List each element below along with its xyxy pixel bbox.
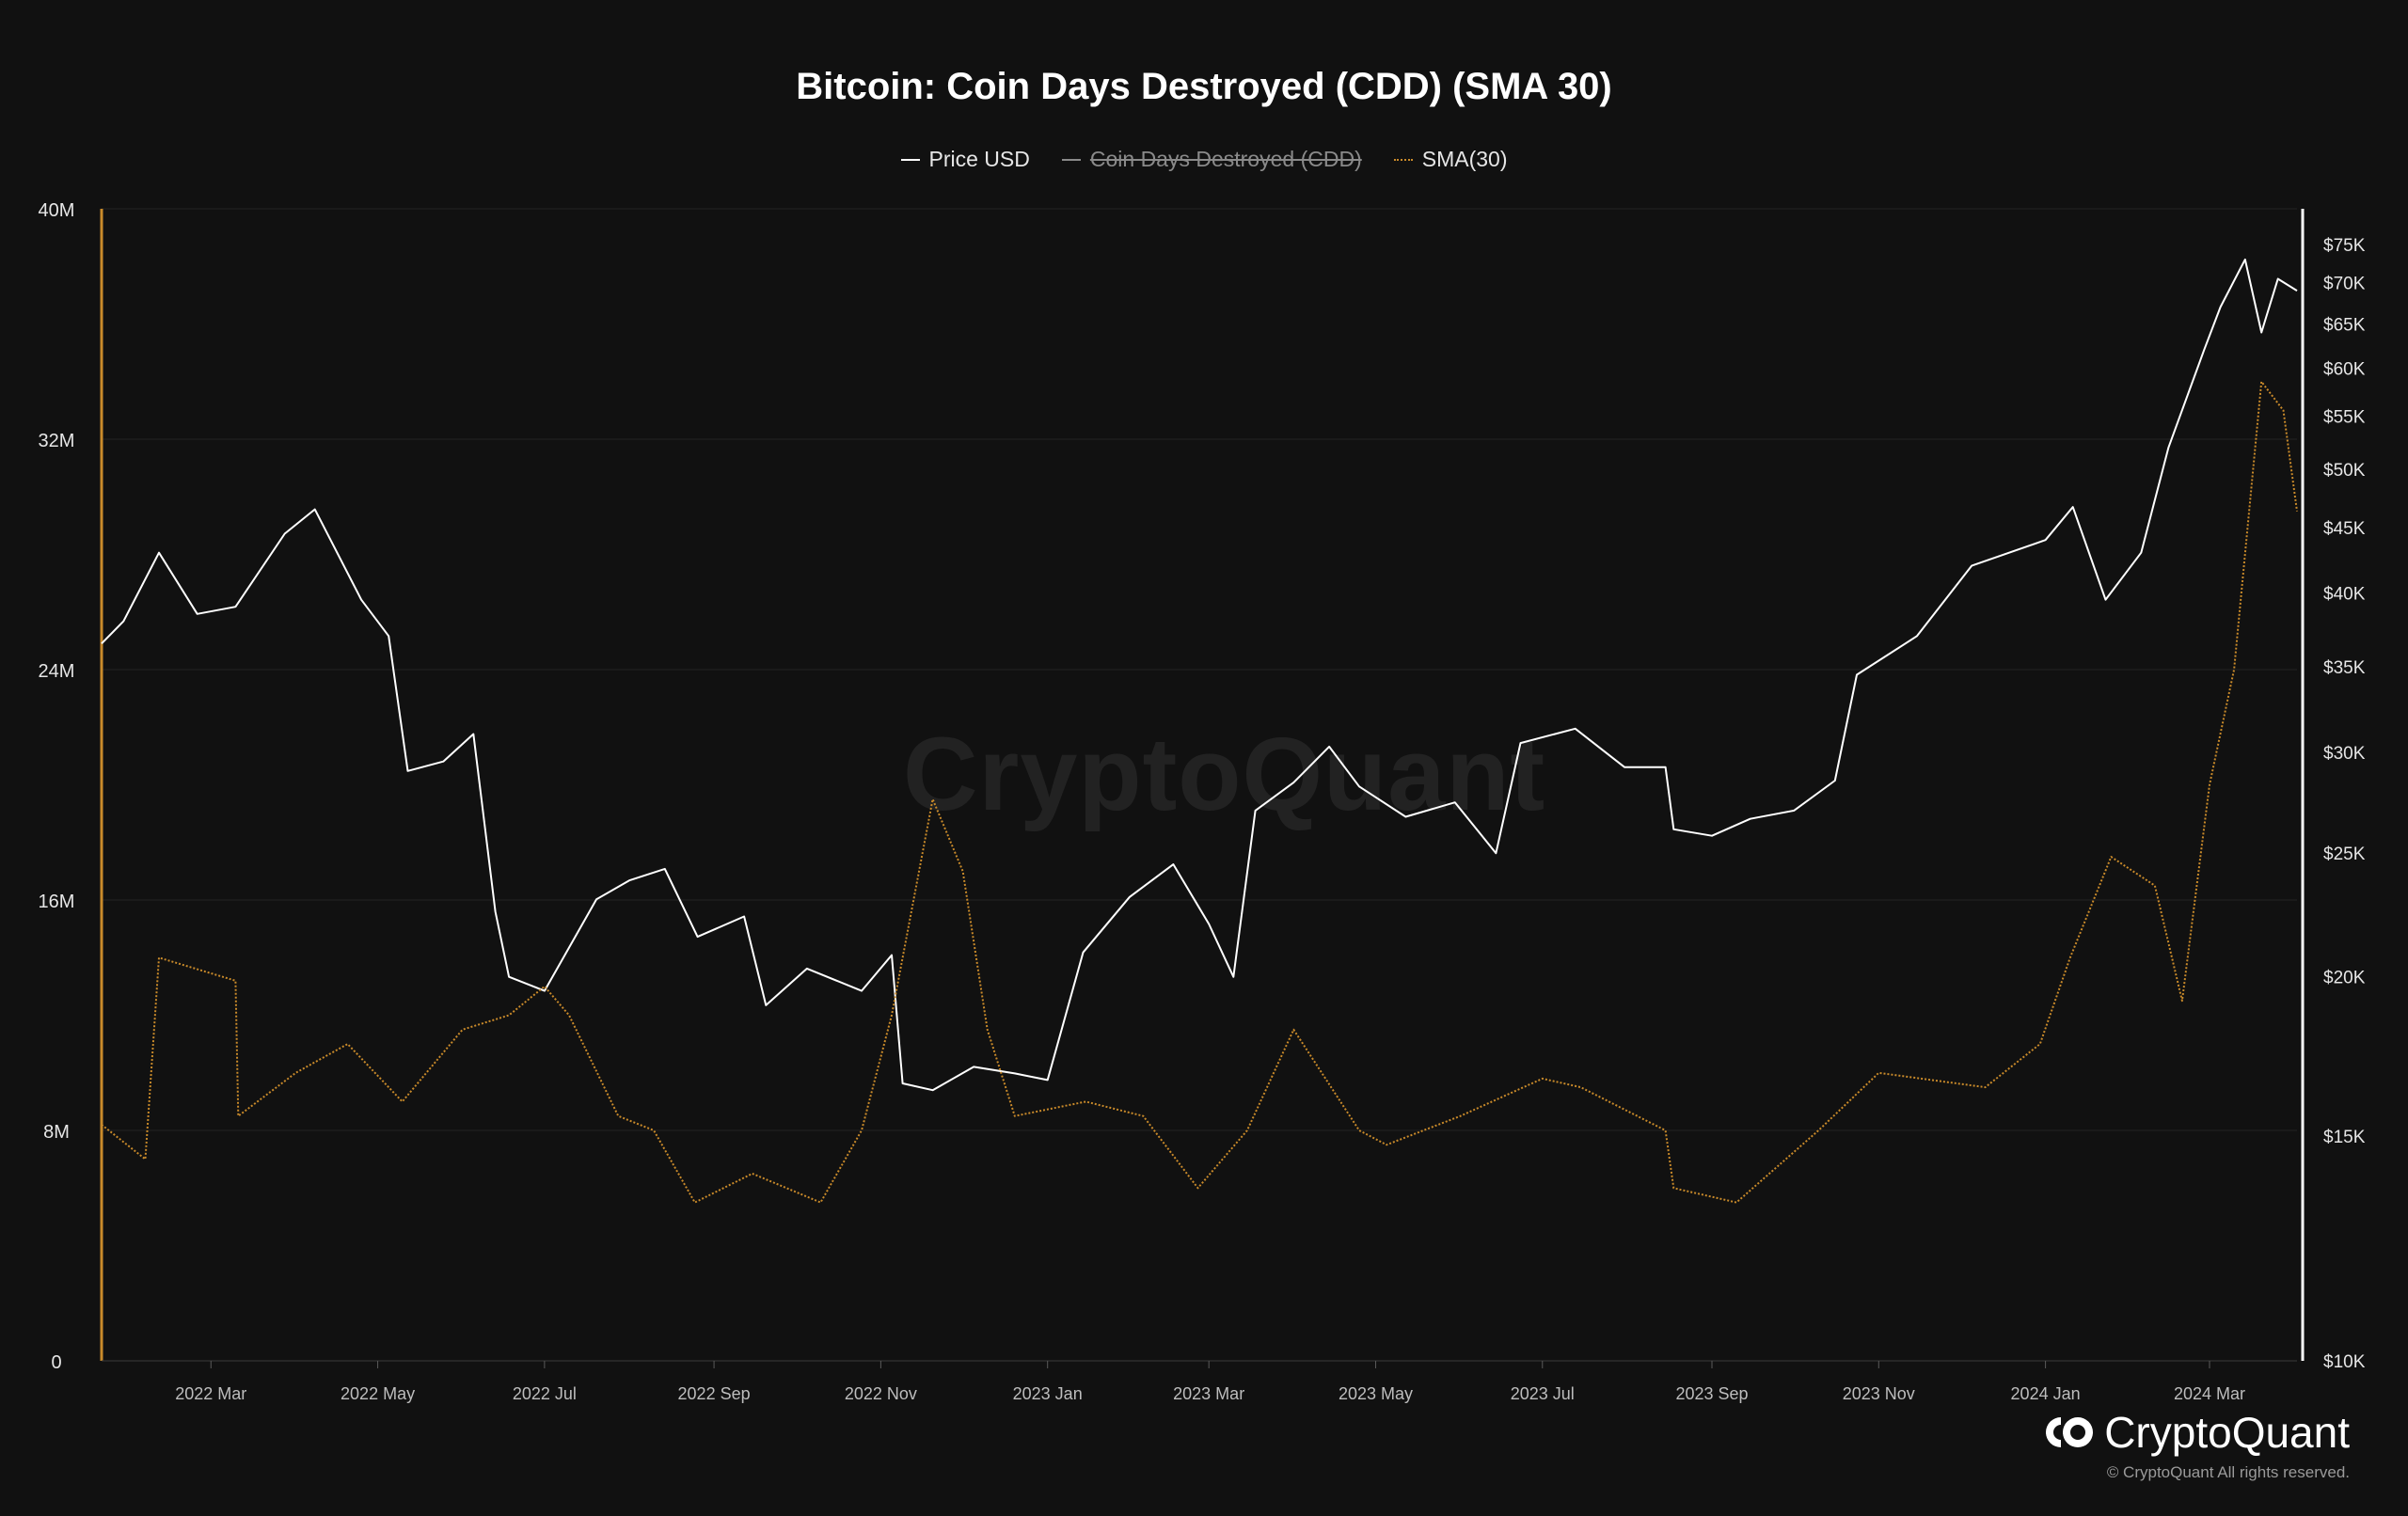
right-tick-label: $15K <box>2323 1128 2366 1147</box>
right-tick-label: $20K <box>2323 969 2366 988</box>
right-tick-label: $35K <box>2323 658 2366 678</box>
left-tick-label: 0 <box>51 1352 61 1373</box>
x-tick-label: 2023 Mar <box>1173 1384 1244 1403</box>
legend-item-cdd[interactable]: Coin Days Destroyed (CDD) <box>1061 147 1362 172</box>
x-tick-label: 2023 Jan <box>1013 1384 1083 1403</box>
cryptoquant-logo-icon <box>2046 1417 2094 1447</box>
watermark: CryptoQuant <box>903 717 1546 832</box>
gridlines <box>102 208 2297 1362</box>
x-tick-label: 2022 Mar <box>175 1384 246 1403</box>
legend-label-sma30: SMA(30) <box>1421 147 1508 171</box>
x-tick-label: 2022 Sep <box>678 1384 751 1403</box>
legend-swatch-sma30 <box>1393 158 1413 161</box>
right-tick-label: $30K <box>2323 744 2366 764</box>
right-tick-label: $70K <box>2323 275 2366 294</box>
right-tick-label: $50K <box>2323 461 2366 481</box>
x-tick-label: 2023 Nov <box>1843 1384 1915 1403</box>
right-tick-label: $75K <box>2323 236 2366 256</box>
x-tick-label: 2022 Jul <box>513 1384 577 1403</box>
left-tick-label: 40M <box>39 200 75 221</box>
left-axis: 0 8M 16M 24M 32M 40M <box>39 200 103 1373</box>
x-tick-label: 2023 Jul <box>1511 1384 1575 1403</box>
legend: Price USD Coin Days Destroyed (CDD) SMA(… <box>0 147 2408 172</box>
x-tick-label: 2022 Nov <box>845 1384 917 1403</box>
brand-name: CryptoQuant <box>2104 1408 2350 1457</box>
x-tick-label: 2024 Jan <box>2011 1384 2081 1403</box>
right-tick-label: $45K <box>2323 519 2366 539</box>
legend-label-price-usd: Price USD <box>928 147 1030 171</box>
x-tick-label: 2023 Sep <box>1675 1384 1748 1403</box>
legend-swatch-cdd <box>1061 158 1081 161</box>
left-tick-label: 16M <box>39 892 75 912</box>
chart-title: Bitcoin: Coin Days Destroyed (CDD) (SMA … <box>796 66 1612 107</box>
series-line-sma30 <box>101 380 2298 1204</box>
right-tick-label: $65K <box>2323 315 2366 335</box>
right-tick-label: $25K <box>2323 845 2366 864</box>
left-tick-label: 32M <box>39 431 75 451</box>
left-tick-label: 8M <box>43 1122 70 1143</box>
x-tick-label: 2022 May <box>341 1384 415 1403</box>
series-line-price-usd <box>101 258 2298 1092</box>
x-tick-label: 2023 May <box>1339 1384 1413 1403</box>
right-tick-label: $40K <box>2323 584 2366 604</box>
series-layer <box>101 258 2298 1204</box>
right-axis: $10K $15K $20K $25K $30K $35K $40K $45K $50K $55K… <box>2301 209 2366 1372</box>
brand-logo: CryptoQuant <box>2042 1407 2350 1458</box>
legend-swatch-price-usd <box>900 158 920 161</box>
x-tick-label: 2024 Mar <box>2174 1384 2245 1403</box>
legend-item-sma30[interactable]: SMA(30) <box>1393 147 1508 172</box>
copyright-text: © CryptoQuant All rights reserved. <box>2106 1463 2350 1481</box>
x-axis: 2022 Mar 2022 May 2022 Jul 2022 Sep 2022 Nov… <box>102 1360 2297 1403</box>
right-tick-label: $10K <box>2323 1352 2366 1372</box>
right-tick-label: $60K <box>2323 359 2366 379</box>
legend-item-price-usd[interactable]: Price USD <box>900 147 1030 172</box>
left-tick-label: 24M <box>39 661 75 682</box>
legend-label-cdd: Coin Days Destroyed (CDD) <box>1089 147 1362 171</box>
right-tick-label: $55K <box>2323 408 2366 428</box>
